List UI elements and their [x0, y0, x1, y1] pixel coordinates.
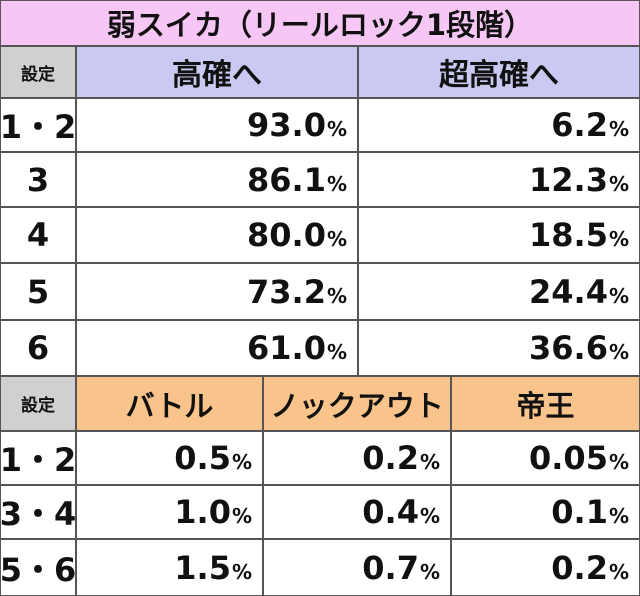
text: 93.0 [247, 106, 326, 144]
unit: % [231, 450, 252, 474]
setting-label: 6 [0, 320, 76, 376]
text: 設定 [21, 396, 55, 416]
unit: % [608, 171, 629, 196]
text: ノックアウト [270, 388, 444, 423]
setting-label: 5 [0, 263, 76, 320]
text: 36.6 [529, 329, 608, 367]
text: 3 [26, 160, 50, 199]
probability: 0.2% [451, 539, 640, 596]
unit: % [326, 283, 347, 308]
text: 設定 [21, 64, 55, 85]
text: 弱スイカ（リールロック1段階） [106, 8, 534, 42]
text: 24.4 [529, 272, 608, 311]
probability: 1.5% [76, 539, 263, 596]
text: 6.2 [551, 106, 608, 144]
probability: 6.2% [358, 98, 640, 152]
unit: % [326, 171, 347, 196]
text: 0.2 [362, 439, 419, 477]
column-header: 高確へ [76, 46, 358, 98]
title: 弱スイカ（リールロック1段階） [0, 0, 640, 46]
probability: 0.7% [263, 539, 451, 596]
setting-label: 3 [0, 152, 76, 207]
unit: % [608, 117, 629, 141]
text: 高確へ [172, 58, 262, 93]
column-header: 超高確へ [358, 46, 640, 98]
text: 73.2 [247, 272, 326, 311]
setting-header: 設定 [0, 46, 76, 98]
text: 0.1 [551, 493, 608, 531]
setting-header: 設定 [0, 376, 76, 431]
text: 86.1 [247, 160, 326, 199]
unit: % [231, 504, 252, 528]
unit: % [608, 227, 629, 251]
setting-label: 5・6 [0, 539, 76, 596]
text: 1.5 [174, 548, 231, 587]
setting-label: 4 [0, 207, 76, 263]
setting-label: 1・2 [0, 98, 76, 152]
text: 3・4 [0, 495, 77, 533]
probability: 0.1% [451, 485, 640, 539]
text: 12.3 [529, 160, 608, 199]
setting-label: 3・4 [0, 485, 76, 539]
text: 5 [26, 272, 50, 311]
column-header: ノックアウト [263, 376, 451, 431]
probability: 24.4% [358, 263, 640, 320]
probability: 36.6% [358, 320, 640, 376]
unit: % [326, 340, 347, 364]
unit: % [608, 504, 629, 528]
setting-label: 1・2 [0, 431, 76, 485]
text: 1・2 [0, 108, 77, 146]
probability: 61.0% [76, 320, 358, 376]
unit: % [231, 559, 252, 584]
unit: % [608, 283, 629, 308]
probability: 86.1% [76, 152, 358, 207]
probability: 0.4% [263, 485, 451, 539]
unit: % [419, 559, 440, 584]
unit: % [326, 227, 347, 251]
probability: 18.5% [358, 207, 640, 263]
text: 61.0 [247, 329, 326, 367]
text: バトル [125, 388, 214, 423]
probability: 73.2% [76, 263, 358, 320]
text: 0.4 [362, 493, 419, 531]
unit: % [608, 450, 629, 474]
text: 4 [26, 216, 50, 254]
text: 1.0 [174, 493, 231, 531]
probability: 93.0% [76, 98, 358, 152]
probability: 1.0% [76, 485, 263, 539]
text: 0.2 [551, 548, 608, 587]
probability: 12.3% [358, 152, 640, 207]
unit: % [419, 504, 440, 528]
unit: % [419, 450, 440, 474]
text: 1・2 [0, 441, 77, 479]
probability: 0.2% [263, 431, 451, 485]
column-header: 帝王 [451, 376, 640, 431]
text: 80.0 [247, 216, 326, 254]
unit: % [608, 340, 629, 364]
text: 0.5 [174, 439, 231, 477]
text: 0.05 [529, 439, 608, 477]
probability: 0.5% [76, 431, 263, 485]
probability: 80.0% [76, 207, 358, 263]
column-header: バトル [76, 376, 263, 431]
text: 帝王 [516, 388, 575, 423]
text: 18.5 [529, 216, 608, 254]
text: 超高確へ [439, 58, 559, 93]
unit: % [326, 117, 347, 141]
text: 0.7 [362, 548, 419, 587]
text: 5・6 [0, 550, 77, 589]
unit: % [608, 559, 629, 584]
probability: 0.05% [451, 431, 640, 485]
text: 6 [26, 329, 50, 367]
